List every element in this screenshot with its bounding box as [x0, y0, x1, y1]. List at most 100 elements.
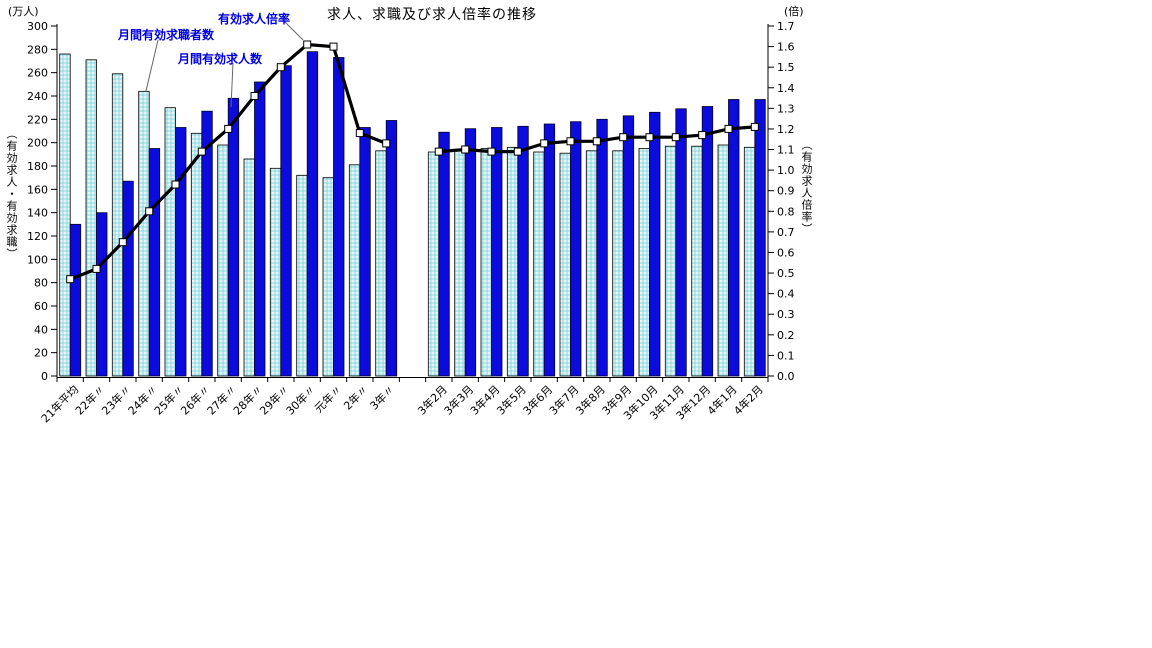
left-tick-label: 300	[27, 20, 48, 33]
x-label-30年〃: 30年〃	[283, 382, 318, 417]
left-axis-unit: (万人)	[8, 5, 39, 18]
axes-layer	[51, 24, 774, 382]
left-tick-label: 240	[27, 90, 48, 103]
left-tick-label: 120	[27, 230, 48, 243]
x-label-2年〃: 2年〃	[341, 382, 371, 412]
right-tick-label: 0.0	[777, 370, 795, 383]
left-tick-label: 260	[27, 67, 48, 80]
ratio-marker-29年〃	[276, 63, 285, 72]
left-tick-label: 20	[34, 347, 48, 360]
bar-seekers-3年12月	[691, 145, 703, 377]
right-axis-unit: (倍)	[784, 5, 804, 18]
ratio-marker-3年9月	[619, 133, 628, 142]
bar-offers-3年〃	[385, 120, 398, 377]
ratio-marker-26年〃	[197, 147, 206, 156]
chart-plot: 0 20 40 60 80 100 120 140 160 180 200 220 240 260 280 3…	[27, 20, 795, 425]
ratio-marker-3年4月	[487, 147, 496, 156]
bar-seekers-3年〃	[375, 150, 387, 377]
bar-seekers-22年〃	[85, 59, 97, 377]
bar-seekers-4年2月	[743, 146, 756, 377]
ratio-marker-3年5月	[513, 147, 522, 156]
bar-offers-22年〃	[96, 212, 108, 377]
bar-offers-3年4月	[491, 127, 503, 377]
right-tick-label: 0.8	[777, 205, 795, 218]
bar-seekers-24年〃	[138, 90, 150, 377]
left-tick-label: 40	[34, 323, 48, 336]
right-tick-label: 1.2	[777, 123, 795, 136]
series-label-offers: 月間有効求人数	[178, 52, 263, 66]
ratio-marker-3年11月	[671, 133, 680, 142]
ratio-marker-2年〃	[355, 129, 364, 138]
bar-seekers-2年〃	[348, 164, 361, 377]
bar-offers-3年12月	[701, 106, 714, 377]
bar-offers-3年7月	[570, 121, 582, 377]
bar-seekers-元年〃	[322, 177, 334, 377]
bar-seekers-28年〃	[243, 158, 255, 377]
ratio-marker-4年1月	[724, 124, 733, 133]
left-tick-label: 140	[27, 207, 48, 220]
right-tick-label: 1.3	[777, 102, 795, 115]
series-label-seekers: 月間有効求職者数	[118, 28, 215, 42]
bar-seekers-3年10月	[638, 148, 650, 377]
bar-seekers-3年9月	[612, 150, 624, 377]
ratio-marker-28年〃	[250, 92, 259, 100]
ratio-marker-24年〃	[145, 207, 154, 216]
bar-seekers-3年4月	[480, 148, 492, 377]
left-tick-label: 80	[34, 277, 48, 290]
bars-layer	[59, 51, 766, 377]
bar-offers-3年2月	[438, 131, 450, 377]
bar-offers-28年〃	[254, 81, 266, 377]
left-tick-label: 100	[27, 253, 48, 266]
bar-seekers-3年8月	[585, 150, 598, 377]
bar-offers-29年〃	[280, 65, 292, 377]
bar-offers-3年3月	[464, 128, 477, 377]
left-tick-label: 280	[27, 43, 48, 56]
bar-seekers-30年〃	[296, 174, 308, 377]
x-label-21年平均: 21年平均	[38, 382, 81, 425]
ratio-marker-25年〃	[171, 180, 180, 189]
ratio-marker-30年〃	[303, 40, 312, 49]
x-label-元年〃: 元年〃	[311, 382, 344, 415]
bar-seekers-25年〃	[164, 107, 176, 377]
left-tick-label: 200	[27, 137, 48, 150]
right-tick-label: 0.2	[777, 329, 795, 342]
bar-offers-3年8月	[596, 118, 608, 377]
ratio-marker-22年〃	[92, 264, 101, 273]
right-tick-label: 1.7	[777, 20, 795, 33]
right-tick-label: 0.3	[777, 308, 795, 321]
bar-offers-3年11月	[675, 108, 687, 377]
bar-seekers-4年1月	[717, 144, 729, 377]
left-axis-title: （有効求人・有効求職）	[5, 128, 18, 260]
left-tick-label: 220	[27, 113, 48, 126]
bar-offers-3年5月	[517, 125, 529, 377]
bar-offers-26年〃	[201, 110, 213, 377]
bar-seekers-3年6月	[533, 151, 545, 377]
bar-seekers-26年〃	[190, 132, 203, 377]
ratio-marker-4年2月	[750, 122, 759, 131]
bar-offers-21年平均	[69, 223, 82, 377]
ratio-marker-3年7月	[566, 137, 575, 146]
right-axis-title: （有効求人倍率）	[800, 139, 813, 235]
ratio-marker-3年2月	[434, 147, 443, 156]
left-tick-label: 160	[27, 183, 48, 196]
leader-offers	[230, 62, 234, 108]
bar-offers-27年〃	[227, 97, 240, 377]
right-tick-label: 1.6	[777, 41, 795, 54]
bar-offers-元年〃	[333, 57, 345, 377]
bar-seekers-23年〃	[111, 73, 124, 377]
right-tick-label: 1.5	[777, 61, 795, 74]
right-tick-label: 0.9	[777, 185, 795, 198]
bar-offers-25年〃	[175, 127, 187, 377]
leader-seekers	[145, 39, 159, 92]
leader-lines	[145, 20, 304, 108]
ratio-marker-3年12月	[698, 131, 707, 140]
bar-seekers-27年〃	[217, 144, 229, 377]
ratio-marker-3年10月	[645, 133, 654, 142]
bar-seekers-3年7月	[559, 152, 571, 377]
bar-seekers-3年3月	[454, 150, 466, 377]
bar-seekers-3年5月	[506, 146, 519, 377]
right-tick-label: 0.5	[777, 267, 795, 280]
leader-ratio	[283, 20, 304, 41]
ratio-marker-21年平均	[66, 275, 75, 284]
